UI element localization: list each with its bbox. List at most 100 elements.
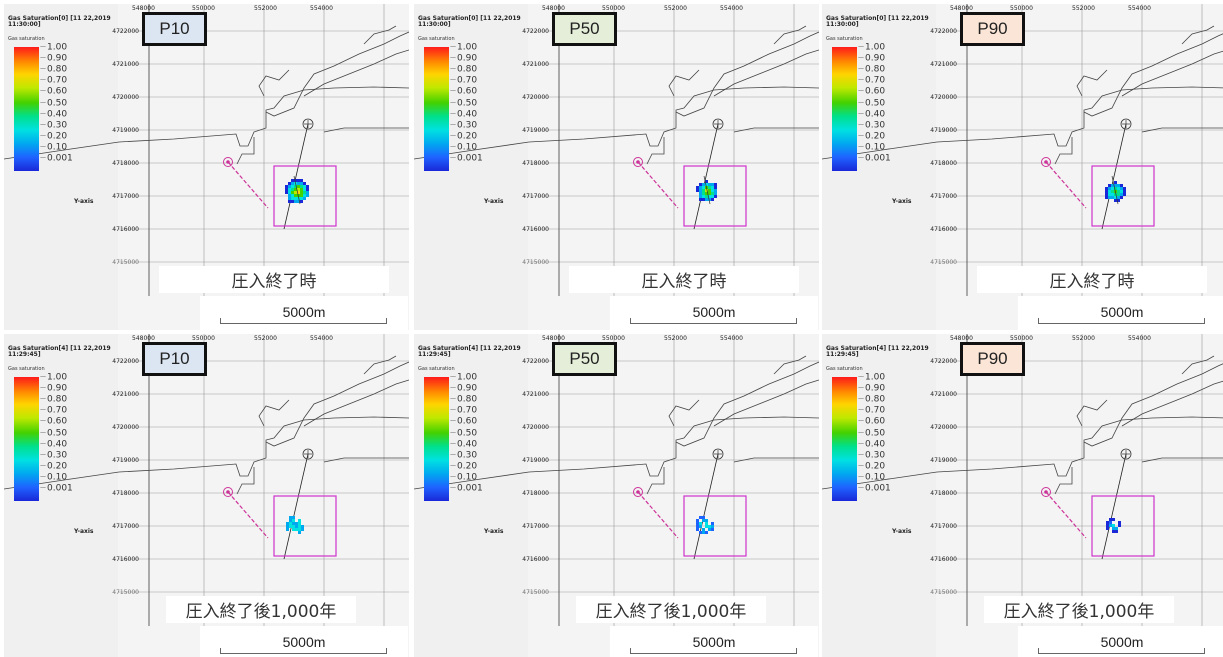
- colorbar-label: 0.50: [40, 428, 80, 439]
- scale-bar-tick: [1038, 318, 1039, 324]
- colorbar-label: 0.30: [858, 120, 898, 131]
- y-tick-label: 4719000: [522, 457, 549, 464]
- y-tick-label: 4720000: [930, 94, 957, 101]
- map-panel: Gas Saturation[4] [11 22,2019 11:29:45] G…: [414, 334, 819, 657]
- colorbar-label: 0.80: [858, 64, 898, 75]
- x-tick-label: 554000: [310, 335, 333, 342]
- y-tick-label: 4723000: [112, 4, 139, 6]
- y-tick-label: 4717000: [522, 523, 549, 530]
- y-tick-label: 4719000: [930, 457, 957, 464]
- colorbar-label: 0.40: [450, 109, 490, 120]
- map-header: Gas Saturation[0] [11 22,2019 11:30:00]: [418, 15, 521, 28]
- case-label: P10: [142, 342, 207, 376]
- y-tick-label: 4717000: [930, 193, 957, 200]
- colorbar: [14, 47, 39, 171]
- colorbar-label: 1.00: [40, 42, 80, 53]
- colorbar-label: 0.50: [858, 428, 898, 439]
- colorbar-label: 0.40: [858, 109, 898, 120]
- y-tick-label: 4721000: [112, 391, 139, 398]
- map-header: Gas Saturation[4] [11 22,2019 11:29:45]: [826, 345, 929, 358]
- y-tick-label: 4717000: [930, 523, 957, 530]
- colorbar-labels: 1.000.900.800.700.600.500.400.300.200.10…: [40, 42, 80, 164]
- colorbar-label: 0.80: [450, 394, 490, 405]
- scale-bar-line: [630, 653, 796, 654]
- y-axis-label: Y-axis: [484, 198, 504, 205]
- y-tick-label: 4718000: [112, 160, 139, 167]
- x-tick-label: 548000: [950, 335, 973, 342]
- x-tick-label: 552000: [254, 5, 277, 12]
- scale-bar-tick: [386, 318, 387, 324]
- y-tick-label: 4721000: [930, 391, 957, 398]
- colorbar-label: 0.40: [450, 439, 490, 450]
- scale-bar-tick: [220, 648, 221, 654]
- y-tick-label: 4722000: [522, 28, 549, 35]
- y-tick-label: 4720000: [522, 94, 549, 101]
- colorbar-label: 0.50: [858, 98, 898, 109]
- time-caption: 圧入終了時: [569, 266, 799, 293]
- y-axis-label: Y-axis: [74, 528, 94, 535]
- scale-bar-line: [1038, 323, 1204, 324]
- scale-bar: 5000m: [610, 296, 818, 330]
- gas-plume: [696, 516, 714, 534]
- case-label: P90: [960, 12, 1025, 46]
- colorbar-label: 0.10: [450, 472, 490, 483]
- x-tick-label: 552000: [664, 5, 687, 12]
- y-tick-label: 4720000: [522, 424, 549, 431]
- y-axis-label: Y-axis: [484, 528, 504, 535]
- colorbar-label: 0.10: [858, 472, 898, 483]
- case-label: P90: [960, 342, 1025, 376]
- y-axis-label: Y-axis: [892, 198, 912, 205]
- scale-bar-tick: [630, 648, 631, 654]
- y-tick-label: 4719000: [930, 127, 957, 134]
- colorbar-label: 0.90: [858, 383, 898, 394]
- y-tick-label: 4722000: [112, 28, 139, 35]
- colorbar-label: 0.20: [858, 461, 898, 472]
- colorbar-label: 0.20: [40, 131, 80, 142]
- scale-bar: 5000m: [610, 626, 818, 657]
- colorbar-label: 0.60: [450, 416, 490, 427]
- map-panel: Gas Saturation[0] [11 22,2019 11:30:00] G…: [4, 4, 409, 330]
- y-tick-label: 4723000: [522, 4, 549, 6]
- case-label: P10: [142, 12, 207, 46]
- colorbar-label: 0.10: [40, 472, 80, 483]
- y-tick-label: 4718000: [930, 160, 957, 167]
- colorbar-label: 0.90: [858, 53, 898, 64]
- colorbar-label: 0.50: [450, 428, 490, 439]
- colorbar-label: 0.90: [450, 53, 490, 64]
- colorbar-labels: 1.000.900.800.700.600.500.400.300.200.10…: [40, 372, 80, 494]
- colorbar: [14, 377, 39, 501]
- colorbar-label: 0.80: [450, 64, 490, 75]
- x-tick-label: 554000: [1128, 5, 1151, 12]
- time-caption: 圧入終了時: [159, 266, 389, 293]
- y-tick-label: 4722000: [930, 358, 957, 365]
- y-tick-label: 4718000: [522, 160, 549, 167]
- colorbar-label: 0.20: [450, 131, 490, 142]
- y-tick-label: 4719000: [112, 127, 139, 134]
- colorbar-label: 1.00: [450, 372, 490, 383]
- y-tick-label: 4718000: [930, 490, 957, 497]
- colorbar-label: 0.70: [450, 75, 490, 86]
- colorbar-label: 0.50: [40, 98, 80, 109]
- y-tick-label: 4716000: [930, 226, 957, 233]
- x-tick-label: 548000: [132, 335, 155, 342]
- colorbar-label: 1.00: [858, 372, 898, 383]
- colorbar-label: 0.80: [40, 394, 80, 405]
- x-tick-label: 548000: [950, 5, 973, 12]
- scale-bar-line: [220, 323, 386, 324]
- map-subheader: Gas saturation: [8, 366, 45, 372]
- scale-bar-tick: [796, 648, 797, 654]
- y-tick-label: 4723000: [522, 334, 549, 336]
- time-caption: 圧入終了後1,000年: [166, 596, 356, 623]
- y-tick-label: 4719000: [112, 457, 139, 464]
- y-tick-label: 4716000: [522, 226, 549, 233]
- colorbar-label: 0.10: [858, 142, 898, 153]
- y-tick-label: 4721000: [112, 61, 139, 68]
- colorbar-label: 0.001: [858, 483, 898, 494]
- y-tick-label: 4716000: [522, 556, 549, 563]
- scale-bar-tick: [220, 318, 221, 324]
- colorbar-label: 0.30: [450, 120, 490, 131]
- scale-bar-line: [220, 653, 386, 654]
- colorbar-label: 1.00: [450, 42, 490, 53]
- colorbar-label: 0.40: [858, 439, 898, 450]
- colorbar: [832, 377, 857, 501]
